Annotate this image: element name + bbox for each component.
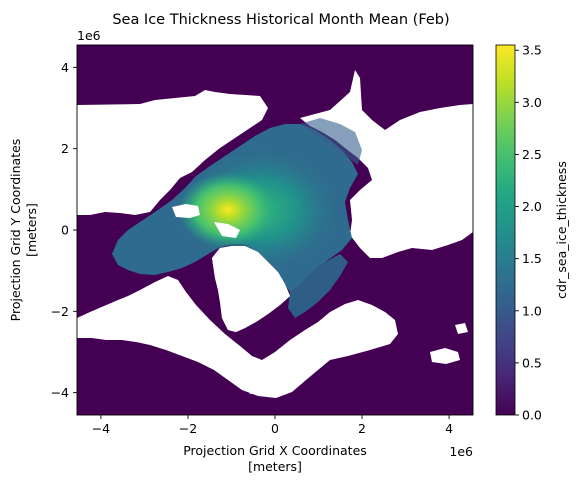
land-region xyxy=(214,222,240,238)
y-axis-label-line1: Projection Grid Y Coordinates xyxy=(8,139,23,322)
land-region xyxy=(77,90,268,215)
colorbar xyxy=(495,44,516,416)
x-tick-label: 4 xyxy=(445,421,453,436)
x-tick-label: −2 xyxy=(179,421,197,436)
y-tick-label: 4 xyxy=(61,60,69,75)
y-tick-label: −2 xyxy=(51,304,69,319)
land-region xyxy=(77,276,398,398)
land-region xyxy=(98,314,112,324)
ice-region-thick xyxy=(178,172,278,248)
land-region xyxy=(440,170,450,182)
colorbar-tick-label: 2.5 xyxy=(522,147,542,162)
land-region xyxy=(172,204,200,218)
ice-region-atlantic xyxy=(288,254,348,318)
colorbar-tick-label: 3.0 xyxy=(522,95,542,110)
y-tick-label: 0 xyxy=(61,223,69,238)
colorbar-tick-label: 1.5 xyxy=(522,251,542,266)
colorbar-tick-label: 1.0 xyxy=(522,303,542,318)
plot-area xyxy=(77,45,473,415)
land-region xyxy=(300,70,473,258)
ice-thickness-field xyxy=(112,118,362,332)
land-region xyxy=(455,323,468,334)
y-tick-label: 2 xyxy=(61,141,69,156)
colorbar-tick-label: 0.5 xyxy=(522,355,542,370)
ice-region-pacific xyxy=(300,118,362,165)
x-tick-label: −4 xyxy=(92,421,110,436)
x-tick-label: 0 xyxy=(271,421,279,436)
land-mask xyxy=(77,70,473,398)
colorbar-tick-label: 0.0 xyxy=(522,408,542,423)
x-axis-label-line1: Projection Grid X Coordinates xyxy=(183,443,367,458)
land-region xyxy=(245,372,272,394)
y-axis: −4 −2 0 2 4 xyxy=(51,60,77,400)
y-offset-label: 1e6 xyxy=(77,28,101,43)
y-axis-label-line2: [meters] xyxy=(24,203,39,257)
x-tick-label: 2 xyxy=(358,421,366,436)
x-axis: −4 −2 0 2 4 xyxy=(92,415,453,436)
x-offset-label: 1e6 xyxy=(449,444,473,459)
land-region xyxy=(430,348,460,364)
x-axis-label-line2: [meters] xyxy=(248,459,302,474)
colorbar-ticks: 0.0 0.5 1.0 1.5 2.0 2.5 3.0 3.5 xyxy=(515,43,542,423)
colorbar-tick-label: 2.0 xyxy=(522,199,542,214)
land-region xyxy=(77,76,118,92)
land-region xyxy=(212,246,290,332)
y-tick-label: −4 xyxy=(51,385,69,400)
chart-title: Sea Ice Thickness Historical Month Mean … xyxy=(112,12,449,28)
colorbar-label: cdr_sea_ice_thickness xyxy=(554,161,569,299)
colorbar-tick-label: 3.5 xyxy=(522,43,542,58)
